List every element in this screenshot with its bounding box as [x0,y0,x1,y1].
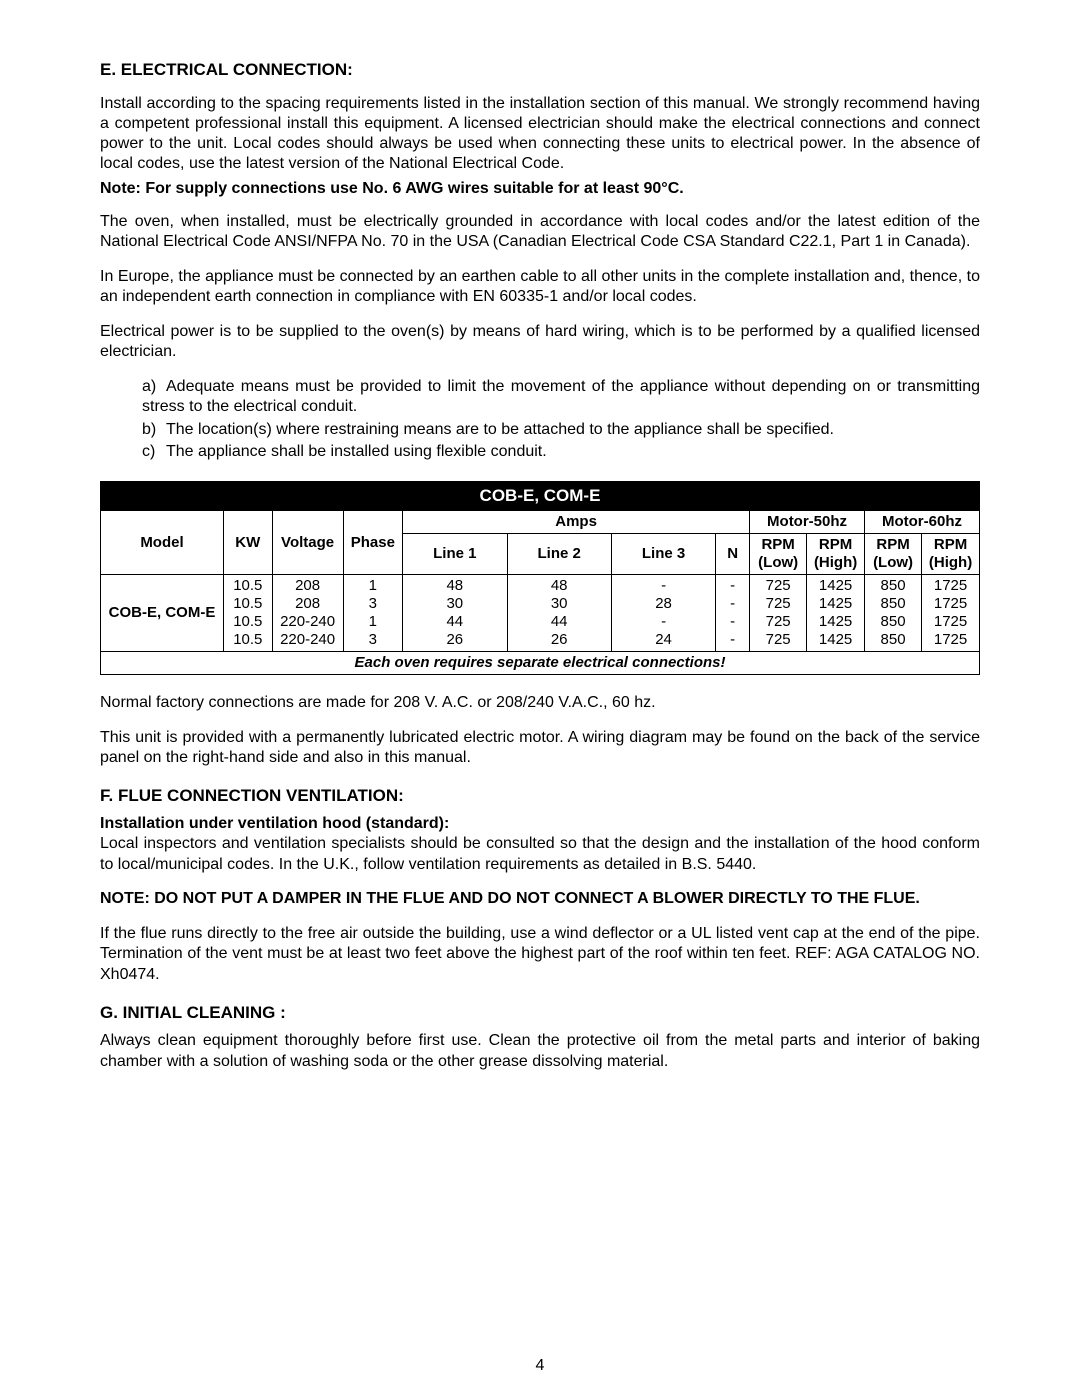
th-line1: Line 1 [403,534,507,575]
aftertable-para1: Normal factory connections are made for … [100,693,980,713]
td-phase: 1 3 1 3 [343,575,403,652]
th-motor50: Motor-50hz [750,511,865,534]
th-line3: Line 3 [611,534,715,575]
th-n: N [716,534,750,575]
td-rpm60low: 850 850 850 850 [864,575,921,652]
td-rpm50low: 725 725 725 725 [750,575,807,652]
section-e-list: a)Adequate means must be provided to lim… [142,377,980,463]
td-line3: - 28 - 24 [611,575,715,652]
list-item-a-text: Adequate means must be provided to limit… [142,378,980,415]
list-item-c-text: The appliance shall be installed using f… [166,443,547,460]
list-item-c: c)The appliance shall be installed using… [142,442,980,462]
section-e-note: Note: For supply connections use No. 6 A… [100,180,980,198]
section-e-para2: The oven, when installed, must be electr… [100,212,980,253]
th-rpm50low: RPM (Low) [750,534,807,575]
section-e-para4: Electrical power is to be supplied to th… [100,322,980,363]
section-f-para1: Local inspectors and ventilation special… [100,834,980,875]
table-footer: Each oven requires separate electrical c… [101,652,980,675]
th-kw: KW [223,511,272,575]
th-rpm60high: RPM (High) [922,534,980,575]
th-voltage: Voltage [272,511,343,575]
td-line1: 48 30 44 26 [403,575,507,652]
spec-table: COB-E, COM-E Model KW Voltage Phase Amps… [100,481,980,675]
section-e-para1: Install according to the spacing require… [100,94,980,174]
section-g-heading: G. INITIAL CLEANING : [100,1003,980,1023]
aftertable-para2: This unit is provided with a permanently… [100,728,980,769]
section-e-heading: E. ELECTRICAL CONNECTION: [100,60,980,80]
th-rpm60low: RPM (Low) [864,534,921,575]
list-item-a: a)Adequate means must be provided to lim… [142,377,980,418]
th-rpm50high: RPM (High) [807,534,865,575]
td-model: COB-E, COM-E [101,575,224,652]
th-phase: Phase [343,511,403,575]
section-f-para2: If the flue runs directly to the free ai… [100,924,980,985]
th-model: Model [101,511,224,575]
table-title: COB-E, COM-E [101,481,980,510]
section-f-sub1: Installation under ventilation hood (sta… [100,814,980,834]
section-g-para1: Always clean equipment thoroughly before… [100,1031,980,1072]
section-f-heading: F. FLUE CONNECTION VENTILATION: [100,786,980,806]
page-number: 4 [0,1357,1080,1375]
td-voltage: 208 208 220-240 220-240 [272,575,343,652]
td-line2: 48 30 44 26 [507,575,611,652]
td-rpm50high: 1425 1425 1425 1425 [807,575,865,652]
list-item-b: b)The location(s) where restraining mean… [142,420,980,440]
td-rpm60high: 1725 1725 1725 1725 [922,575,980,652]
section-f-note: NOTE: DO NOT PUT A DAMPER IN THE FLUE AN… [100,889,980,909]
section-e-para3: In Europe, the appliance must be connect… [100,267,980,308]
th-motor60: Motor-60hz [864,511,979,534]
td-kw: 10.5 10.5 10.5 10.5 [223,575,272,652]
td-n: - - - - [716,575,750,652]
th-amps: Amps [403,511,750,534]
list-item-b-text: The location(s) where restraining means … [166,421,834,438]
document-page: E. ELECTRICAL CONNECTION: Install accord… [0,0,1080,1397]
th-line2: Line 2 [507,534,611,575]
